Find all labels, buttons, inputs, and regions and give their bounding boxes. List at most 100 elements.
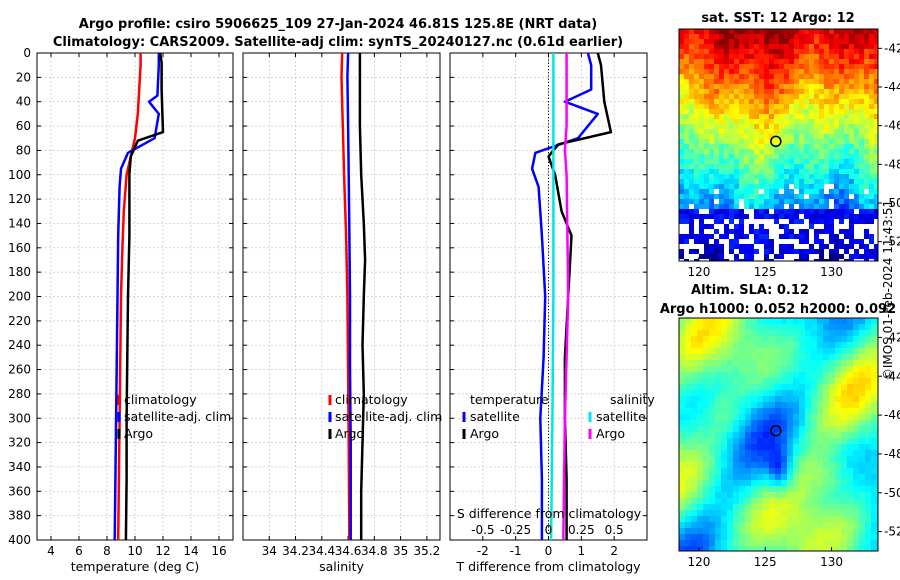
map-cell — [784, 144, 790, 150]
map-cell — [774, 74, 780, 80]
map-cell — [805, 354, 812, 361]
map-cell — [823, 522, 830, 529]
map-cell — [794, 34, 800, 40]
map-cell — [784, 129, 790, 135]
map-cell — [759, 194, 765, 200]
map-cell — [775, 414, 782, 421]
map-cell — [784, 114, 790, 120]
map-cell — [745, 468, 752, 475]
map-cell — [849, 99, 855, 105]
map-cell — [769, 528, 776, 535]
map-cell — [784, 49, 790, 55]
map-cell — [714, 84, 720, 90]
map-cell — [709, 540, 716, 547]
map-cell — [729, 249, 735, 255]
map-cell — [744, 34, 750, 40]
map-cell — [789, 169, 795, 175]
map-cell — [823, 318, 830, 325]
map-cell — [823, 474, 830, 481]
map-cell — [769, 54, 775, 60]
map-cell — [849, 54, 855, 60]
map-cell — [759, 94, 765, 100]
y-tick-label: 40 — [16, 95, 31, 109]
map-cell — [823, 426, 830, 433]
map-cell — [781, 546, 788, 552]
map-cell — [829, 169, 835, 175]
map-cell — [763, 456, 770, 463]
map-cell — [733, 504, 740, 511]
map-cell — [715, 450, 722, 457]
map-cell — [715, 336, 722, 343]
map-cell — [847, 450, 854, 457]
map-cell — [874, 99, 879, 105]
map-cell — [691, 492, 698, 499]
map-cell — [751, 336, 758, 343]
map-cell — [721, 390, 728, 397]
map-cell — [724, 89, 730, 95]
map-cell — [703, 432, 710, 439]
map-cell — [679, 534, 686, 541]
map-frame — [678, 28, 879, 262]
map-cell — [794, 189, 800, 195]
map-cell — [874, 29, 879, 35]
map-cell — [814, 254, 820, 260]
map-cell — [679, 336, 686, 343]
map-cell — [709, 104, 715, 110]
y-tick-label: -52 — [884, 235, 900, 249]
map-cell — [679, 174, 685, 180]
map-cell — [799, 342, 806, 349]
map-cell — [763, 462, 770, 469]
map-cell — [859, 414, 866, 421]
map-cell — [804, 159, 810, 165]
map-cell — [697, 492, 704, 499]
y-tick-label: -42 — [884, 330, 900, 344]
map-cell — [874, 194, 879, 200]
map-cell — [804, 179, 810, 185]
map-cell — [864, 109, 870, 115]
map-cell — [727, 378, 734, 385]
map-cell — [779, 214, 785, 220]
map-cell — [749, 204, 755, 210]
map-cell — [684, 69, 690, 75]
map-cell — [763, 408, 770, 415]
map-cell — [757, 468, 764, 475]
map-cell — [829, 184, 835, 190]
map-cell — [829, 54, 835, 60]
map-cell — [824, 119, 830, 125]
map-cell — [799, 438, 806, 445]
map-cell — [824, 239, 830, 245]
map-cell — [697, 366, 704, 373]
map-cell — [754, 124, 760, 130]
map-cell — [865, 318, 872, 325]
map-cell — [793, 504, 800, 511]
map-cell — [871, 492, 878, 499]
map-cell — [727, 528, 734, 535]
map-cell — [774, 219, 780, 225]
map-cell — [814, 39, 820, 45]
map-cell — [709, 384, 716, 391]
map-cell — [769, 214, 775, 220]
map-cell — [691, 318, 698, 325]
map-cell — [754, 39, 760, 45]
map-cell — [734, 69, 740, 75]
map-cell — [789, 199, 795, 205]
map-cell — [871, 402, 878, 409]
map-cell — [834, 229, 840, 235]
map-cell — [714, 49, 720, 55]
map-cell — [839, 109, 845, 115]
sla-map-title-2: Argo h1000: 0.052 h2000: 0.092 — [660, 302, 896, 317]
map-cell — [784, 44, 790, 50]
map-cell — [781, 498, 788, 505]
map-cell — [764, 54, 770, 60]
map-cell — [689, 59, 695, 65]
map-cell — [799, 144, 805, 150]
map-cell — [794, 69, 800, 75]
map-cell — [679, 504, 686, 511]
map-cell — [779, 104, 785, 110]
y-tick-label: -42 — [884, 41, 900, 55]
map-cell — [865, 516, 872, 523]
map-cell — [829, 189, 835, 195]
map-cell — [844, 89, 850, 95]
map-cell — [854, 229, 860, 235]
temperature-panel: 4 6 8 10 12 14 1602040608010012014016018020022… — [8, 46, 234, 574]
